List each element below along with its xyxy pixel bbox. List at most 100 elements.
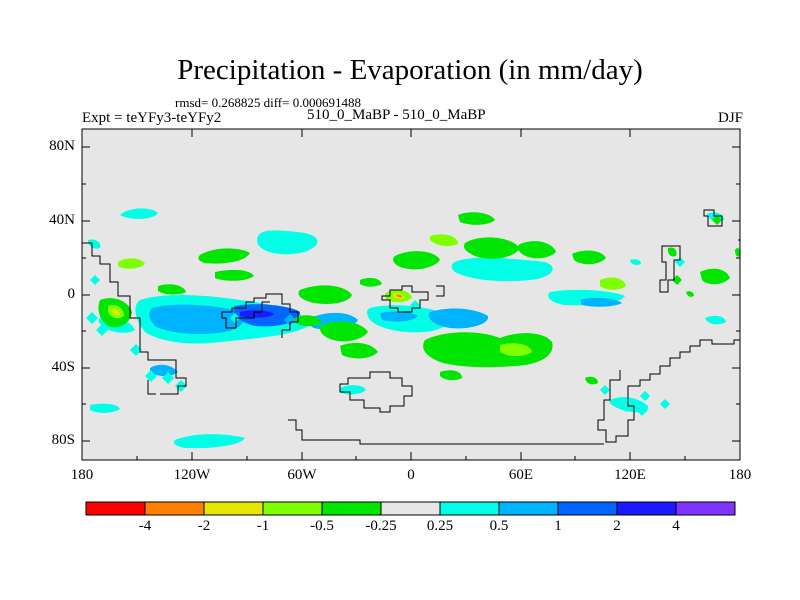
colorbar-label: 0.25	[426, 518, 454, 534]
coastline	[82, 242, 187, 395]
speckle	[230, 313, 240, 323]
colorbar-swatch	[321, 501, 382, 516]
center-label: 510_0_MaBP - 510_0_MaBP	[307, 107, 486, 123]
x-tick-label: 180	[728, 467, 752, 483]
coastline	[381, 285, 429, 313]
field-blob	[320, 321, 368, 342]
x-ticks	[136, 129, 686, 460]
colorbar-label: 1	[554, 518, 562, 534]
speckle	[284, 314, 296, 326]
map-panel	[81, 128, 741, 461]
coastline	[436, 285, 445, 297]
colorbar-label: -2	[197, 518, 211, 534]
colorbar-label: 2	[613, 518, 621, 534]
colorbar-swatch	[675, 501, 736, 516]
colorbar-swatch	[557, 501, 618, 516]
field-blob	[686, 291, 694, 297]
speckle	[636, 404, 648, 416]
season-label: DJF	[717, 110, 743, 126]
x-tick-label: 180	[70, 467, 94, 483]
field-blob	[705, 315, 726, 325]
colorbar-swatch	[85, 501, 146, 516]
x-tick-label: 60W	[287, 467, 317, 483]
field-blob	[396, 294, 402, 298]
field-blob	[464, 237, 520, 259]
field-blob	[667, 247, 677, 257]
colorbar-swatch	[380, 501, 441, 516]
field-blob	[118, 258, 145, 269]
field-blob	[88, 239, 101, 249]
continent-outlines	[82, 209, 741, 445]
chart-title: Precipitation - Evaporation (in mm/day)	[177, 54, 643, 86]
x-tick-label: 120W	[173, 467, 211, 483]
coastline	[339, 371, 413, 413]
field-blob	[150, 364, 178, 377]
x-tick-label: 0	[407, 467, 415, 483]
field-blob	[380, 311, 418, 322]
field-blob	[517, 241, 556, 259]
y-ticks	[82, 146, 740, 442]
field-blob	[430, 234, 458, 247]
field-blob	[500, 343, 532, 357]
field-blob	[198, 248, 250, 264]
field-positive	[88, 208, 726, 449]
field-blob	[257, 230, 318, 255]
colorbar-swatch	[616, 501, 677, 516]
speckle	[130, 344, 142, 356]
field-blob	[735, 248, 740, 257]
field-blob	[215, 269, 254, 281]
colorbar-swatch	[498, 501, 559, 516]
colorbar-label: -4	[138, 518, 152, 534]
coastline	[147, 380, 156, 395]
coastline	[597, 239, 741, 443]
coastline	[288, 419, 604, 445]
field-blob	[700, 268, 730, 285]
colorbar-label: 0.5	[489, 518, 509, 534]
field-blob	[360, 277, 382, 287]
speckle	[620, 400, 632, 412]
speckle	[145, 370, 157, 382]
speckle	[660, 399, 670, 409]
field-blob	[630, 259, 641, 265]
field-negative	[98, 212, 740, 385]
x-tick-label: 60E	[508, 467, 534, 483]
coastline	[703, 209, 723, 227]
field-blob	[580, 297, 622, 307]
field-blob	[240, 310, 274, 318]
colorbar-swatch	[144, 501, 205, 516]
field-blob	[423, 332, 553, 368]
speckle	[162, 372, 174, 384]
field-speckles	[86, 215, 722, 416]
y-tick-label: 80N	[49, 138, 75, 154]
stats-line: rmsd= 0.268825 diff= 0.000691488	[175, 95, 361, 110]
coastline	[659, 245, 681, 293]
y-tick-label: 0	[67, 286, 76, 302]
field-blob	[90, 403, 120, 413]
coastline	[221, 293, 299, 338]
colorbar-label: -0.5	[310, 518, 334, 534]
experiment-label: Expt = teYFy3-teYFy2	[82, 110, 222, 126]
field-blob	[120, 208, 158, 219]
field-blob	[158, 284, 186, 295]
field-blob	[393, 251, 440, 270]
field-blob	[298, 285, 352, 304]
colorbar-label: -1	[256, 518, 270, 534]
speckle	[86, 312, 98, 324]
colorbar-label: 4	[672, 518, 680, 534]
field-blob	[458, 212, 495, 225]
field-blob	[451, 257, 553, 282]
field-blob	[572, 250, 606, 265]
colorbar	[85, 501, 736, 516]
field-blob	[295, 315, 322, 327]
speckle	[90, 275, 100, 285]
speckle	[640, 391, 650, 401]
y-tick-label: 80S	[51, 432, 75, 448]
colorbar-swatch	[439, 501, 500, 516]
x-tick-label: 120E	[614, 467, 646, 483]
colorbar-label: -0.25	[365, 518, 397, 534]
speckle	[712, 215, 722, 225]
colorbar-swatch	[203, 501, 264, 516]
speckle	[600, 385, 610, 395]
field-blob	[173, 434, 245, 449]
